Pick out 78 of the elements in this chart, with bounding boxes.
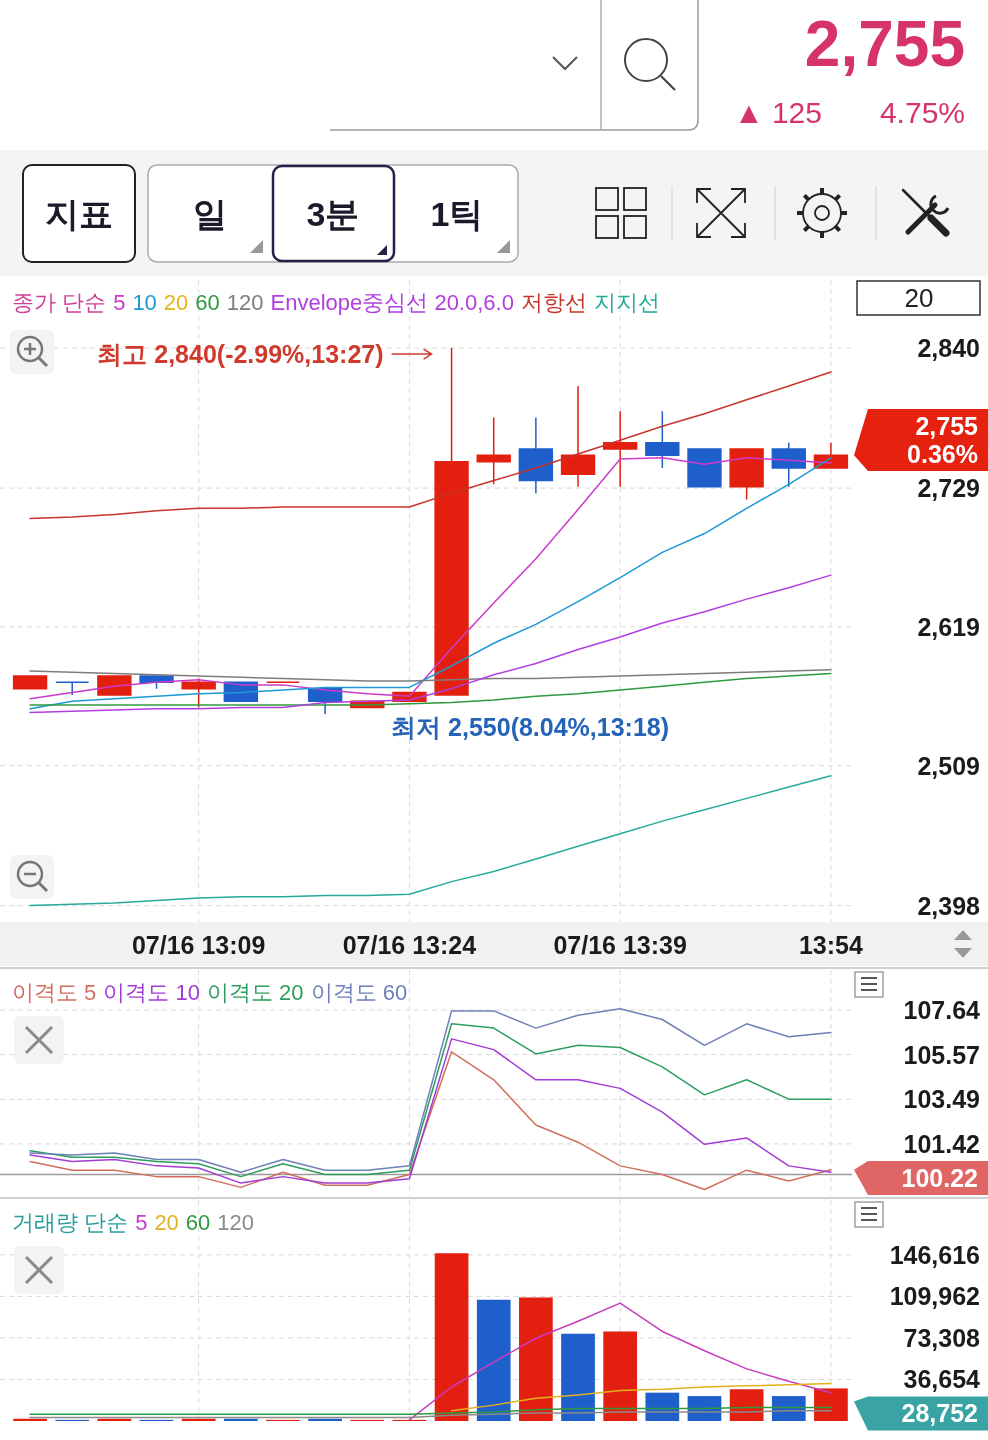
text: 5 [135,1209,148,1235]
text: 3분 [306,195,360,233]
text: 60 [185,1209,211,1235]
y-tick-label: 2,619 [917,612,980,641]
candlestick [771,441,806,488]
y-tick-label: 107.64 [903,996,981,1025]
line-series [29,1406,832,1415]
bar [603,1331,638,1421]
x-tick-label: 07/16 13:09 [131,931,266,959]
text: 20 [154,1209,179,1235]
y-tick-label: 36,654 [903,1365,981,1394]
text: 2,755 [915,412,979,441]
candlestick [560,385,596,488]
bar [561,1333,595,1421]
text: 120 [226,289,264,315]
text: 20 [904,283,934,313]
bar [814,1388,848,1421]
candlestick [12,675,48,690]
line-series [29,371,832,520]
annotation: 최고 2,840(-2.99%,13:27) [97,340,384,369]
line-series [29,672,832,706]
y-tick-label: 2,509 [917,751,980,780]
bar [729,1389,764,1421]
text: 100.22 [901,1163,978,1192]
text: 4.75% [879,95,965,129]
text: 120 [217,1209,255,1235]
bar [434,1253,469,1421]
candlestick [476,416,511,486]
candlestick [518,416,554,494]
legend-title: 거래량 단순 [12,1209,129,1235]
annotation: 최저 2,550(8.04%,13:18) [391,712,670,741]
legend-label: 20 [163,289,189,315]
y-tick-label: 2,840 [917,334,980,363]
text: 이격도 5 [12,979,97,1005]
text: 28,752 [901,1399,978,1428]
candlestick [97,675,132,696]
x-tick-label: 07/16 13:24 [342,931,477,959]
candlestick [55,681,90,696]
y-tick-label: 109,962 [889,1282,980,1311]
text: 일 [193,195,227,233]
text: 2,755 [804,8,965,80]
y-tick-label: 105.57 [903,1040,980,1069]
text: 0.36% [907,440,978,469]
y-tick-label: 146,616 [889,1240,980,1269]
x-tick-label: 13:54 [798,931,863,959]
candlestick [265,681,301,684]
line-series [29,1410,832,1419]
text: ▲ 125 [733,95,822,129]
y-tick-label: 103.49 [903,1085,980,1114]
y-tick-label: 101.42 [903,1129,980,1158]
candlestick [602,410,638,488]
line-series [450,1382,832,1412]
candlestick [434,347,469,696]
candlestick [687,448,722,488]
line-series [29,774,832,907]
y-tick-label: 73,308 [903,1323,981,1352]
candlestick [645,410,680,469]
line-series [408,1302,832,1421]
text: 이격도 10 [103,979,200,1005]
y-tick-label: 2,398 [917,891,981,920]
line-series [29,668,832,682]
text: 지표 [45,195,113,233]
text: Envelope중심선 20.0,6.0 [270,289,514,315]
x-tick-label: 07/16 13:39 [553,931,687,959]
candlestick [729,448,764,501]
bar [519,1297,553,1421]
y-tick-label: 2,729 [917,474,980,503]
legend-title: 종가 단순 [12,289,107,315]
text: 1틱 [430,195,484,233]
text: 지지선 [593,289,660,315]
text: 저항선 [520,289,587,315]
bar [476,1299,511,1421]
text: 5 [113,289,126,315]
text: 이격도 20 [206,979,304,1005]
line-series [29,574,832,714]
text: 이격도 60 [310,979,408,1005]
text: 10 [132,289,157,315]
text: 60 [195,289,220,315]
